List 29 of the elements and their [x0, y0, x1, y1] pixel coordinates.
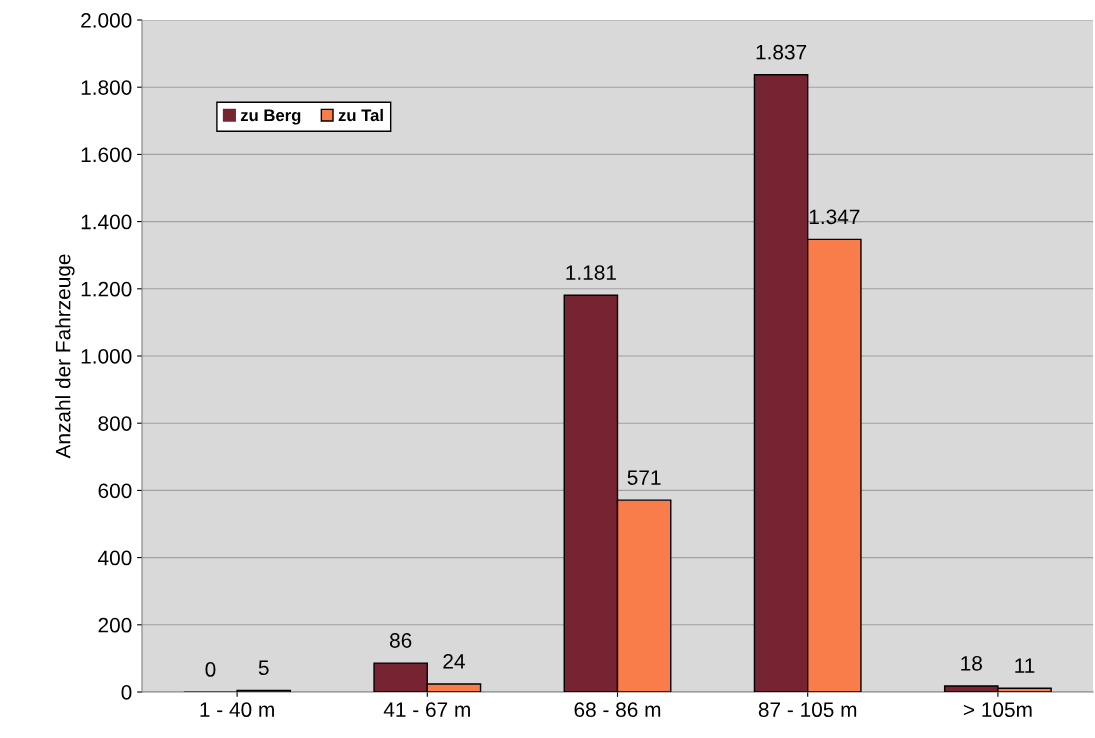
y-axis-title: Anzahl der Fahrzeuge [55, 254, 75, 459]
y-tick-label: 400 [98, 550, 132, 566]
data-label: 0 [205, 662, 216, 677]
y-tick-label: 1.600 [81, 147, 132, 163]
legend-label: zu Tal [338, 108, 383, 122]
y-tick-label: 200 [98, 617, 132, 633]
data-label: 1.181 [566, 265, 616, 280]
data-label: 571 [627, 470, 661, 485]
data-label: 24 [443, 653, 465, 669]
y-tick-label: 0 [121, 685, 132, 700]
x-tick-label: 87 - 105 m [758, 702, 857, 718]
x-tick-label: > 105m [963, 702, 1032, 718]
x-tick-label: 68 - 86 m [574, 702, 661, 718]
x-tick-label: 1 - 40 m [200, 702, 274, 718]
data-label: 11 [1015, 658, 1035, 673]
y-tick-label: 1.400 [81, 214, 132, 230]
x-tick-label: 41 - 67 m [383, 702, 470, 718]
y-tick-label: 2.000 [81, 13, 132, 28]
y-tick-label: 1.800 [81, 80, 132, 95]
data-label: 5 [258, 660, 269, 676]
y-tick-label: 1.200 [81, 281, 132, 297]
data-label: 86 [389, 633, 412, 648]
legend-label: zu Berg [240, 109, 301, 125]
data-label: 1.837 [756, 44, 807, 60]
y-tick-label: 600 [98, 483, 132, 499]
data-label: 1.347 [809, 209, 860, 225]
data-label: 18 [961, 655, 982, 671]
y-tick-label: 1.000 [81, 349, 132, 364]
y-tick-label: 800 [98, 416, 132, 431]
